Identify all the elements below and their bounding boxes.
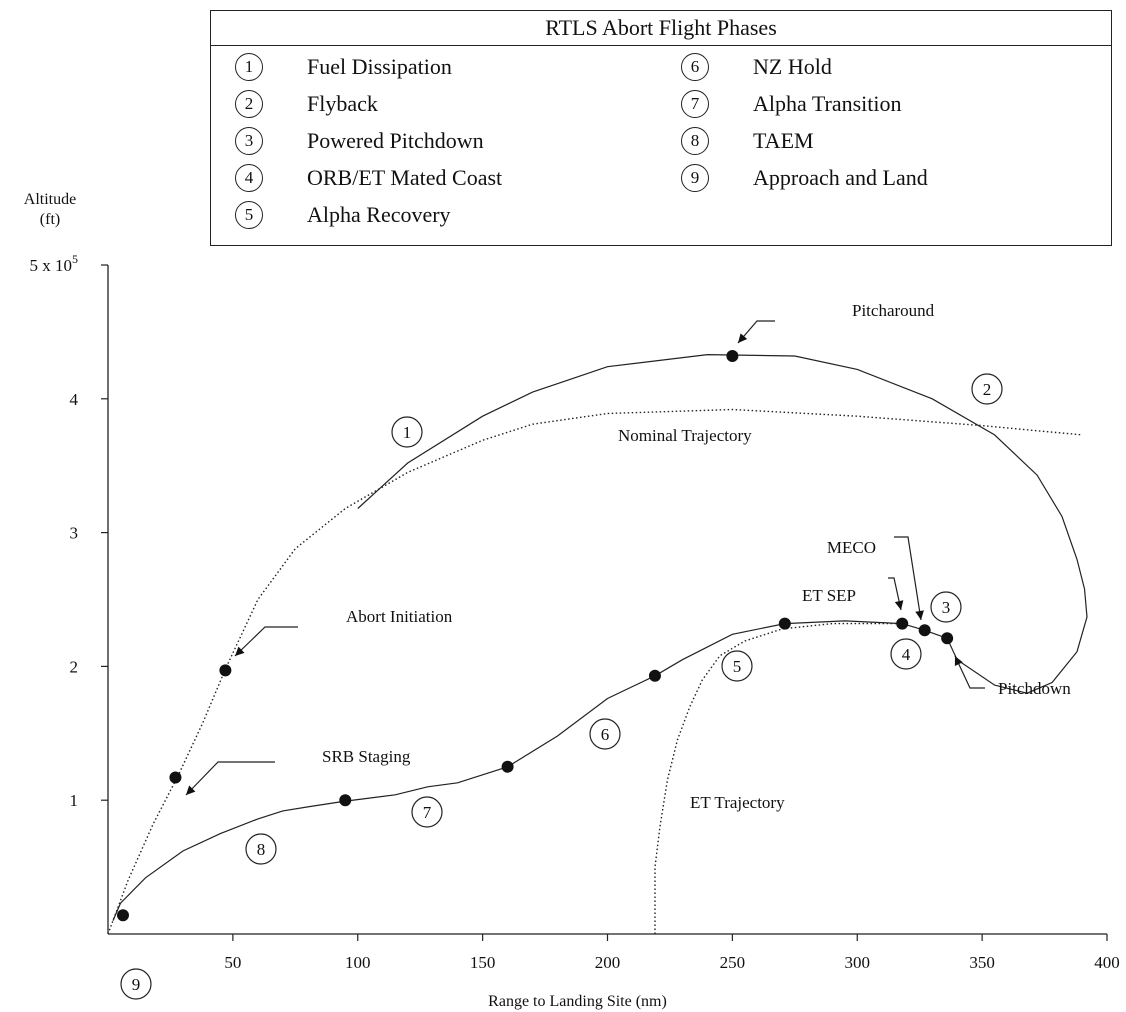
phase-marker-circle	[930, 591, 962, 623]
trajectory-point	[896, 617, 909, 630]
trajectory-point	[918, 624, 931, 637]
legend-title: RTLS Abort Flight Phases	[211, 11, 1111, 46]
leader-line	[185, 761, 275, 796]
arrow-head	[915, 610, 924, 620]
phase-number-badge: 1	[235, 53, 263, 81]
phase-marker-circle	[890, 638, 922, 670]
x-tick-label: 400	[1094, 953, 1120, 972]
phase-marker-number: 6	[601, 725, 610, 744]
x-tick-label: 300	[845, 953, 871, 972]
trajectory-point	[648, 669, 661, 682]
legend-item-label: Alpha Transition	[753, 91, 902, 116]
arrow-head	[738, 333, 748, 343]
x-axis-label: Range to Landing Site (nm)	[488, 993, 667, 1010]
phase-number-badge: 7	[681, 90, 709, 118]
phase-number-badge: 3	[235, 127, 263, 155]
phase-marker-circle	[411, 796, 443, 828]
legend-item-label: Alpha Recovery	[307, 202, 451, 227]
phase-number-badge: 5	[235, 201, 263, 229]
x-tick-label: 200	[595, 953, 621, 972]
x-tick-label: 100	[345, 953, 371, 972]
phase-marker-number: 9	[132, 975, 141, 994]
trajectory-point	[941, 632, 954, 645]
x-tick-label: 350	[969, 953, 995, 972]
trajectory-point	[726, 349, 739, 362]
legend-item-label: ORB/ET Mated Coast	[307, 165, 503, 190]
annotation-label: MECO	[827, 538, 876, 557]
y-tick-label: 2	[70, 657, 79, 676]
x-tick-label: 150	[470, 953, 496, 972]
annotations-layer: Pitcharound Nominal Trajectory Abort Initi…	[185, 301, 1071, 812]
phase-number-badge: 4	[235, 164, 263, 192]
arrow-head	[186, 785, 196, 795]
trajectory-point	[219, 664, 232, 677]
y-axis-label-line1: Altitude	[23, 191, 77, 208]
phase-marker-circle	[589, 718, 621, 750]
arrow-head	[235, 646, 245, 656]
annotation-label: ET Trajectory	[690, 793, 785, 812]
y-axis-label: Altitude (ft)	[8, 190, 92, 230]
axes: 1 2 3 4 5 x 105 50 100 150 200 250 300 350 400 Range …	[30, 252, 1120, 1010]
phase-marker-circle	[391, 416, 423, 448]
legend-item-label: Flyback	[307, 91, 378, 116]
dotted-trajectory-line	[654, 622, 903, 934]
y-axis-label-line2: (ft)	[39, 211, 61, 228]
leader-line	[954, 655, 985, 689]
trajectory-point	[778, 617, 791, 630]
leader-line	[888, 577, 902, 611]
leader-line	[234, 626, 298, 657]
y-tick-label: 1	[70, 791, 79, 810]
annotation-label: ET SEP	[802, 586, 856, 605]
x-tick-label: 250	[720, 953, 746, 972]
phase-marker-circle	[245, 833, 277, 865]
phase-marker-number: 8	[257, 840, 266, 859]
annotation-label: Pitcharound	[852, 301, 935, 320]
phase-marker-circle	[120, 968, 152, 1000]
annotation-label: SRB Staging	[322, 747, 411, 766]
y-tick-label: 4	[70, 390, 79, 409]
legend-item-label: Powered Pitchdown	[307, 128, 484, 153]
legend-item-label: NZ Hold	[753, 54, 832, 79]
arrow-head	[894, 600, 904, 610]
phase-marker-number: 3	[942, 598, 951, 617]
y-tick-label-top: 5 x 105	[30, 252, 79, 275]
arrow-head	[954, 656, 963, 666]
legend-item-label: Fuel Dissipation	[307, 54, 452, 79]
phase-marker-circle	[721, 650, 753, 682]
phase-number-badge: 6	[681, 53, 709, 81]
trajectory-point	[339, 794, 352, 807]
phase-marker-number: 4	[902, 645, 911, 664]
phase-markers-layer: 1 2 3 4 5 6 7 8 9	[120, 373, 1003, 1000]
phase-marker-circle	[971, 373, 1003, 405]
phase-marker-number: 2	[983, 380, 992, 399]
phase-marker-number: 1	[403, 423, 412, 442]
y-tick-label: 3	[70, 524, 79, 543]
trajectory-point	[501, 760, 514, 773]
phase-number-badge: 8	[681, 127, 709, 155]
phase-number-badge: 9	[681, 164, 709, 192]
annotation-label: Pitchdown	[998, 679, 1071, 698]
points-layer	[116, 349, 954, 922]
legend-item-label: Approach and Land	[753, 165, 928, 190]
trajectory-point	[169, 771, 182, 784]
leader-line	[737, 320, 775, 344]
phase-marker-number: 5	[733, 657, 742, 676]
annotation-label: Abort Initiation	[346, 607, 453, 626]
phase-marker-number: 7	[423, 803, 432, 822]
phase-number-badge: 2	[235, 90, 263, 118]
trajectory-point	[116, 909, 129, 922]
legend-item-label: TAEM	[753, 128, 814, 153]
phases-legend: RTLS Abort Flight Phases 1 Fuel Dissipat…	[210, 10, 1112, 246]
leader-line	[894, 536, 922, 621]
x-tick-label: 50	[224, 953, 241, 972]
annotation-label: Nominal Trajectory	[618, 426, 752, 445]
